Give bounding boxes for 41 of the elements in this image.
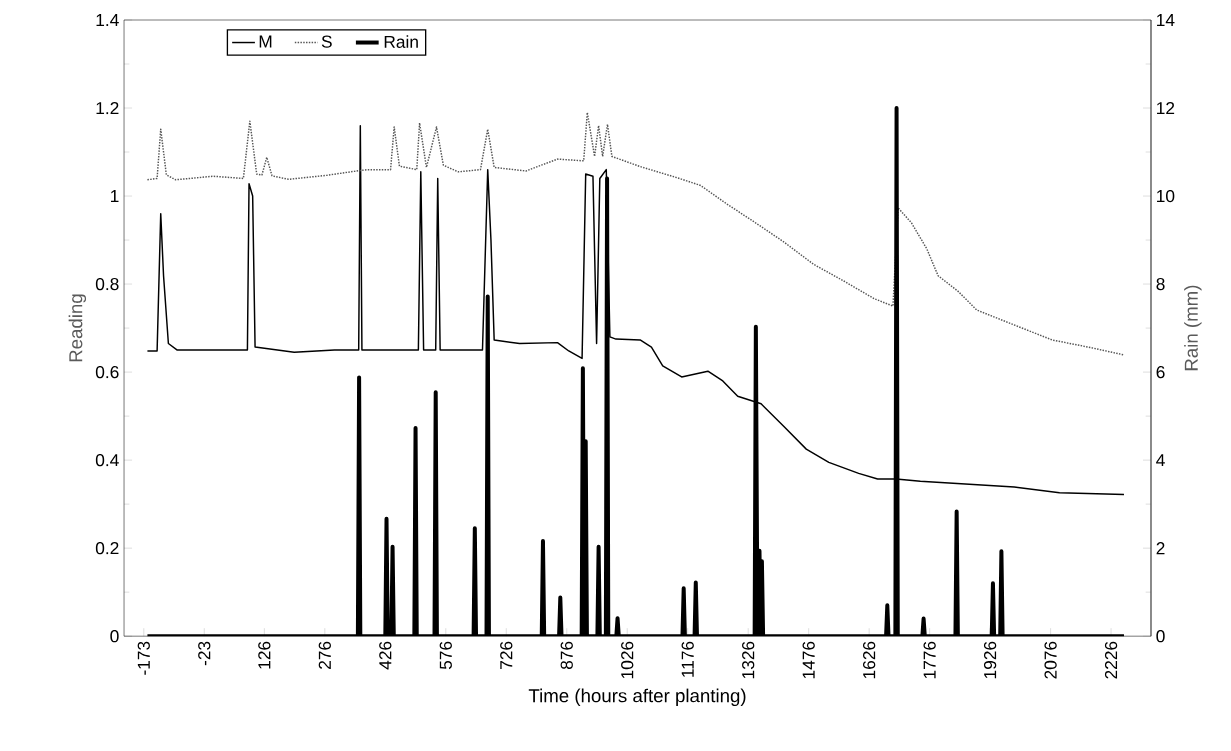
line-series xyxy=(145,106,1126,637)
line-series xyxy=(146,111,1125,356)
y2-tick-label: 4 xyxy=(1156,454,1165,467)
y-axis-title: Reading xyxy=(68,294,87,362)
x-axis-title: Time (hours after planting) xyxy=(528,688,746,707)
legend-label: Rain xyxy=(384,35,418,49)
x-tick-label: 1176 xyxy=(681,641,694,677)
x-tick-label: 576 xyxy=(439,641,452,670)
y2-tick-label: 8 xyxy=(1156,278,1165,291)
x-tick-label: 1926 xyxy=(983,641,997,679)
y-tick-label: 0.2 xyxy=(95,542,119,555)
x-tick-label: 2076 xyxy=(1044,641,1057,679)
legend-label: S xyxy=(321,35,332,48)
legend-label: M xyxy=(259,35,272,48)
y2-tick-label: 2 xyxy=(1156,542,1165,555)
x-tick-label: 426 xyxy=(379,641,392,670)
y-tick-label: 0.6 xyxy=(95,366,119,379)
y-tick-label: 0.4 xyxy=(95,454,119,467)
y2-tick-label: 6 xyxy=(1156,366,1165,379)
x-tick-label: 126 xyxy=(258,641,271,669)
y2-axis-title: Rain (mm) xyxy=(1184,285,1202,371)
x-tick-label: 1476 xyxy=(802,641,815,679)
x-tick-label: 1626 xyxy=(863,641,876,679)
x-tick-label: 1026 xyxy=(621,641,634,679)
x-tick-label: 1776 xyxy=(923,641,936,679)
x-tick-label: 1326 xyxy=(742,641,755,679)
x-tick-label: 2226 xyxy=(1104,641,1118,679)
y2-tick-label: 12 xyxy=(1157,102,1175,115)
y-tick-label: 0 xyxy=(110,630,119,643)
y2-tick-label: 14 xyxy=(1157,14,1175,27)
x-tick-label: 876 xyxy=(560,641,573,670)
y-tick-label: 1.4 xyxy=(96,14,119,27)
x-tick-label: -173 xyxy=(137,641,150,675)
x-tick-label: 276 xyxy=(318,641,331,669)
y2-tick-label: 0 xyxy=(1156,630,1165,643)
y-tick-label: 1.2 xyxy=(96,102,119,115)
y-tick-label: 0.8 xyxy=(95,278,119,291)
y2-tick-label: 10 xyxy=(1157,189,1175,203)
x-tick-label: 726 xyxy=(500,641,513,669)
x-tick-label: -23 xyxy=(198,641,211,666)
y-tick-label: 1 xyxy=(111,190,119,203)
